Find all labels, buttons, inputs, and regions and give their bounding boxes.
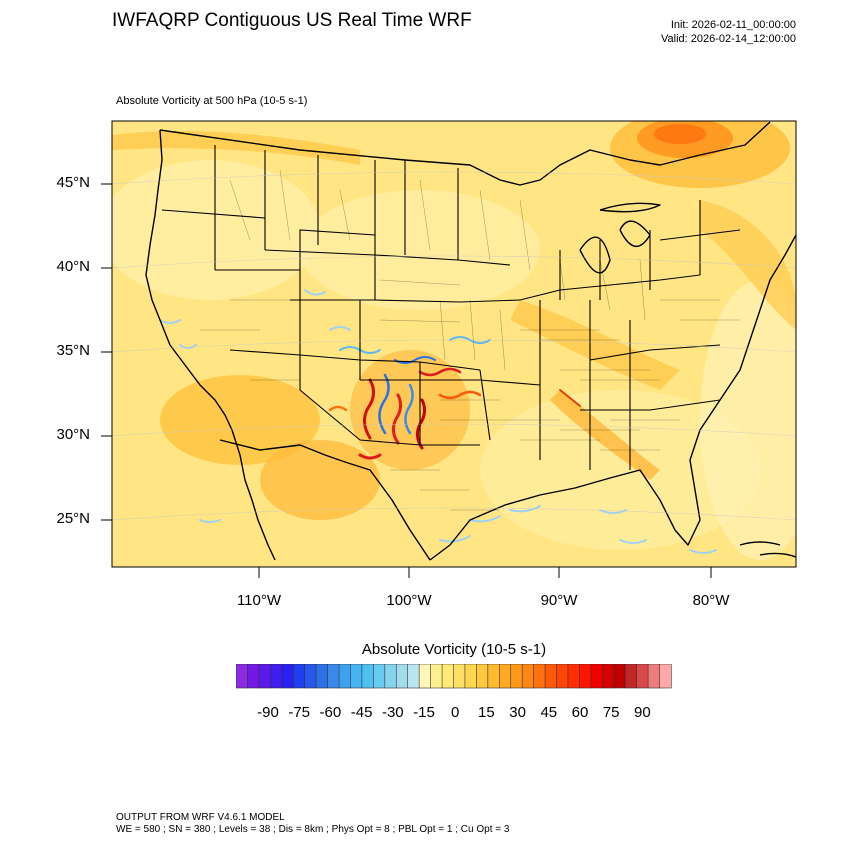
colorbar-tick-label: -30 bbox=[381, 704, 404, 721]
colorbar-swatch bbox=[602, 664, 615, 689]
colorbar-swatch bbox=[441, 664, 455, 689]
colorbar-swatch bbox=[579, 664, 592, 689]
colorbar-swatch bbox=[395, 664, 409, 689]
colorbar-swatch bbox=[430, 664, 443, 689]
colorbar-swatch bbox=[624, 664, 638, 689]
colorbar-swatch bbox=[464, 664, 477, 689]
vorticity-band bbox=[112, 130, 360, 165]
colorbar-tick-label: 0 bbox=[451, 704, 460, 721]
vorticity-band bbox=[550, 390, 660, 480]
vorticity-band bbox=[510, 300, 680, 390]
colorbar-swatch bbox=[510, 664, 523, 689]
colorbar bbox=[236, 664, 672, 689]
vorticity-band bbox=[260, 440, 380, 520]
colorbar-swatch bbox=[659, 664, 672, 689]
colorbar-tick-label: 60 bbox=[571, 704, 589, 721]
colorbar-swatch bbox=[407, 664, 420, 689]
colorbar-tick-label: -15 bbox=[413, 704, 435, 721]
colorbar-swatch bbox=[373, 664, 386, 689]
colorbar-swatch bbox=[647, 664, 661, 689]
map-field bbox=[112, 121, 796, 567]
colorbar-swatch bbox=[258, 664, 271, 689]
light-patch bbox=[700, 280, 796, 560]
lon-ticks bbox=[258, 567, 712, 578]
coastline-borders bbox=[145, 121, 797, 561]
light-patch bbox=[112, 160, 320, 300]
colorbar-tick-label: 30 bbox=[509, 704, 526, 721]
negative-vorticity-streaks bbox=[159, 289, 717, 554]
colorbar-swatch bbox=[247, 664, 260, 689]
footer-config: WE = 580 ; SN = 380 ; Levels = 38 ; Dis … bbox=[116, 824, 510, 835]
valid-time: Valid: 2026-02-14_12:00:00 bbox=[661, 33, 796, 45]
colorbar-tick-label: 90 bbox=[634, 704, 651, 721]
vorticity-max-ne-center bbox=[654, 124, 706, 144]
map-frame bbox=[111, 120, 797, 568]
colorbar-tick-label: 75 bbox=[602, 704, 620, 721]
colorbar-swatch bbox=[338, 664, 352, 689]
colorbar-swatch bbox=[476, 664, 489, 689]
colorbar-swatch bbox=[327, 664, 340, 689]
colorbar-tick-label: 45 bbox=[540, 704, 558, 721]
colorbar-tick-label: -45 bbox=[350, 704, 373, 721]
colorbar-tick-label: -90 bbox=[257, 704, 279, 721]
lat-label: 25°N bbox=[56, 510, 90, 527]
colorbar-swatch bbox=[590, 664, 603, 689]
lat-label: 35°N bbox=[56, 342, 90, 359]
colorbar-swatch bbox=[567, 664, 581, 689]
lat-ticks bbox=[101, 183, 112, 521]
footer-model: OUTPUT FROM WRF V4.6.1 MODEL bbox=[116, 812, 285, 823]
state-boundaries bbox=[161, 145, 741, 470]
colorbar-swatch bbox=[292, 664, 306, 689]
colorbar-swatch bbox=[281, 664, 294, 689]
colorbar-swatch bbox=[533, 664, 546, 689]
vorticity-band bbox=[160, 375, 320, 465]
colorbar-swatch bbox=[544, 664, 558, 689]
colorbar-tick-label: -60 bbox=[319, 704, 342, 721]
lon-label: 100°W bbox=[386, 592, 432, 609]
lon-label: 110°W bbox=[236, 592, 282, 609]
colorbar-tick-label: 15 bbox=[478, 704, 495, 721]
field-label: Absolute Vorticity at 500 hPa (10-5 s-1) bbox=[116, 95, 308, 107]
lon-label: 90°W bbox=[540, 592, 578, 609]
colorbar-swatch bbox=[361, 664, 374, 689]
lat-label: 45°N bbox=[56, 174, 90, 191]
colorbar-swatch bbox=[418, 664, 432, 689]
colorbar-swatch bbox=[384, 664, 397, 689]
colorbar-swatch bbox=[613, 664, 626, 689]
lon-label: 80°W bbox=[692, 592, 730, 609]
colorbar-swatch bbox=[498, 664, 512, 689]
colorbar-swatch bbox=[304, 664, 317, 689]
colorbar-swatch bbox=[636, 664, 649, 689]
colorbar-tick-label: -75 bbox=[288, 704, 311, 721]
colorbar-swatch bbox=[453, 664, 466, 689]
colorbar-swatch bbox=[487, 664, 500, 689]
colorbar-swatch bbox=[315, 664, 329, 689]
lat-label: 40°N bbox=[56, 258, 90, 275]
county-lines bbox=[200, 169, 740, 511]
colorbar-swatch bbox=[350, 664, 363, 689]
init-time: Init: 2026-02-11_00:00:00 bbox=[670, 19, 796, 31]
light-patch bbox=[300, 190, 540, 310]
graticule bbox=[111, 171, 797, 521]
lat-label: 30°N bbox=[56, 426, 90, 443]
plot-title: IWFAQRP Contiguous US Real Time WRF bbox=[112, 10, 472, 31]
colorbar-swatch bbox=[556, 664, 569, 689]
colorbar-swatch bbox=[236, 664, 249, 689]
colorbar-swatch bbox=[521, 664, 535, 689]
colorbar-title: Absolute Vorticity (10-5 s-1) bbox=[361, 641, 547, 658]
colorbar-swatch bbox=[270, 664, 283, 689]
